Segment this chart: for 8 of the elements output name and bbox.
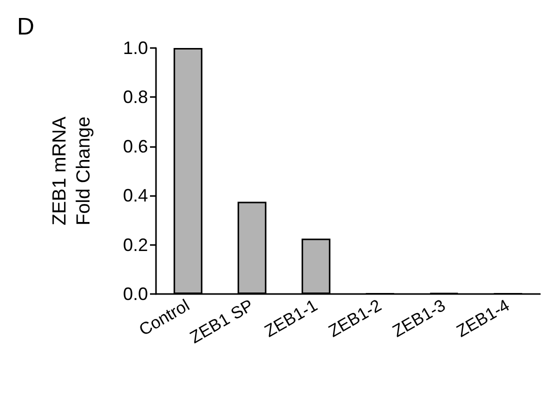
y-tick-label: 0.4 bbox=[122, 186, 148, 206]
y-tick-label: 0.8 bbox=[122, 87, 148, 108]
y-tick-label: 0.2 bbox=[122, 234, 148, 255]
y-tick-label: 0.0 bbox=[122, 284, 148, 304]
y-tick-label: 1.0 bbox=[122, 38, 148, 58]
chart-title: D bbox=[17, 14, 34, 40]
y-tick-label: 0.6 bbox=[122, 136, 148, 156]
y-axis-title: ZEB1 mRNA Fold Change bbox=[50, 116, 94, 226]
